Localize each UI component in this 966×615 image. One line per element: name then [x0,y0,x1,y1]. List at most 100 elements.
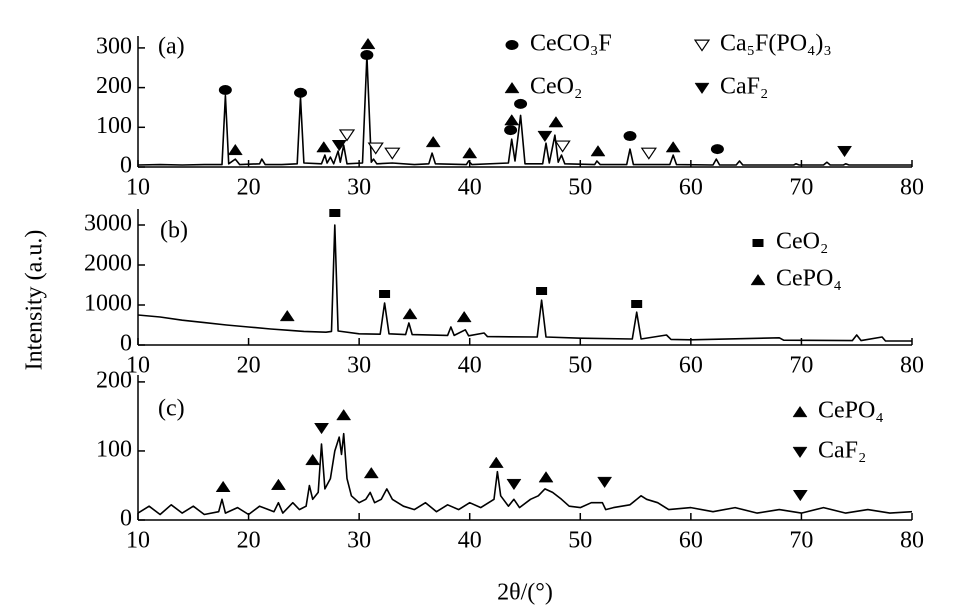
y-tick-label: 3000 [84,211,132,237]
legend-label: CePO₄ [818,398,884,424]
x-tick-label: 20 [237,353,261,379]
phase-marker [314,423,330,435]
x-tick-label: 80 [900,528,924,554]
x-tick-label: 20 [237,528,261,554]
phase-marker [227,143,243,156]
x-tick-label: 70 [789,353,813,379]
legend-label: CeO₂ [530,74,582,100]
phase-marker [623,131,637,142]
phase-marker [837,145,853,158]
x-tick-label: 70 [789,175,813,201]
x-tick-label: 60 [679,175,703,201]
panel-label: (a) [158,34,185,60]
x-tick-label: 30 [347,528,371,554]
phase-marker [590,145,606,157]
x-tick-label: 10 [126,528,150,554]
y-tick-label: 300 [96,33,132,59]
legend-label: CeCO₃F [530,31,612,57]
phase-marker [329,209,341,217]
x-tick-label: 50 [568,353,592,379]
phase-marker [710,144,724,155]
phase-marker [367,142,384,155]
phase-marker [360,37,376,50]
phase-marker [504,114,520,126]
legend-symbol [752,239,764,247]
phase-marker [462,147,478,159]
phase-marker [537,130,553,143]
legend-symbol [792,405,808,418]
x-tick-label: 40 [458,528,482,554]
y-tick-label: 0 [120,506,132,532]
phase-marker [305,453,321,466]
phase-marker [597,476,613,489]
x-tick-label: 40 [458,353,482,379]
phase-marker [279,309,295,322]
phase-marker [379,290,391,298]
legend-symbol [504,81,520,94]
phase-marker [514,98,528,109]
phase-marker [294,87,308,98]
phase-marker [336,408,352,421]
phase-marker [402,307,418,320]
phase-marker [631,300,643,308]
x-tick-label: 60 [679,353,703,379]
x-tick-label: 30 [347,353,371,379]
x-tick-label: 40 [458,175,482,201]
panel-label: (b) [160,218,188,244]
x-tick-label: 80 [900,353,924,379]
x-tick-label: 30 [347,175,371,201]
phase-marker [425,135,441,148]
phase-marker [665,141,681,153]
x-tick-label: 20 [237,175,261,201]
phase-marker [338,129,356,142]
phase-marker [536,287,548,295]
y-tick-label: 2000 [84,251,132,277]
y-tick-label: 1000 [84,291,132,317]
legend-symbol [505,40,519,50]
phase-marker [215,480,231,493]
y-tick-label: 200 [96,367,132,393]
x-axis-label: 2θ/(°) [497,580,553,606]
phase-marker [316,141,332,153]
phase-marker [456,310,472,323]
x-tick-label: 50 [568,175,592,201]
x-tick-label: 10 [126,353,150,379]
x-tick-label: 50 [568,528,592,554]
x-tick-label: 10 [126,175,150,201]
phase-marker [792,489,808,502]
panel-label: (c) [158,396,185,422]
y-axis-label: Intensity (a.u.) [22,230,48,371]
phase-marker [360,50,374,61]
phase-marker [218,84,232,95]
pattern-line [137,55,912,166]
legend-label: Ca₅F(PO₄)₃ [720,31,832,57]
y-tick-label: 100 [96,113,132,139]
y-tick-label: 100 [96,436,132,462]
phase-marker [506,478,522,491]
legend-symbol [694,82,710,95]
phase-marker [554,140,571,153]
legend-symbol [750,273,766,286]
y-tick-label: 0 [120,153,132,179]
y-tick-label: 0 [120,331,132,357]
phase-marker [504,125,518,136]
phase-marker [488,456,504,468]
x-tick-label: 80 [900,175,924,201]
legend-symbol [792,446,808,459]
legend-label: CePO₄ [776,266,842,292]
x-tick-label: 60 [679,528,703,554]
legend-label: CaF₂ [818,438,866,464]
legend-label: CaF₂ [720,74,768,100]
phase-marker [384,147,401,160]
legend-label: CeO₂ [776,229,828,255]
y-tick-label: 200 [96,73,132,99]
phase-marker [331,140,347,152]
phase-marker [640,147,657,160]
phase-marker [538,471,554,483]
phase-marker [548,116,564,128]
pattern-line [137,224,912,342]
phase-marker [270,478,286,490]
phase-marker [363,466,379,479]
x-tick-label: 70 [789,528,813,554]
